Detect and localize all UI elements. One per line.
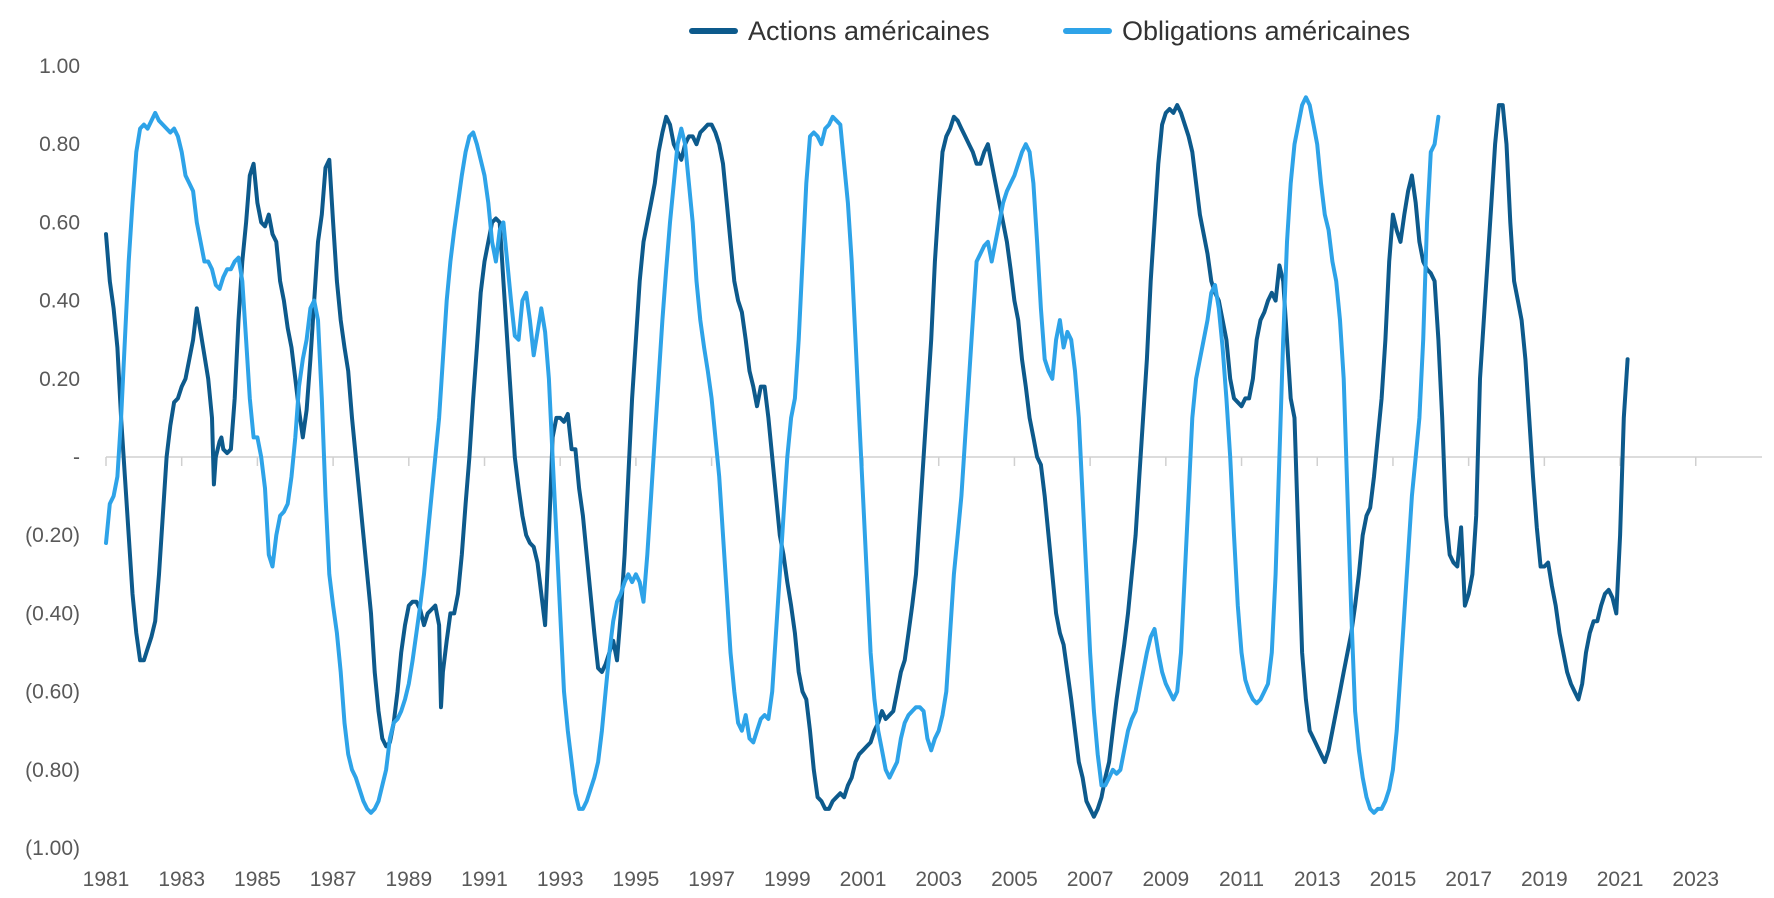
y-axis: 1.00 0.80 0.60 0.40 0.20 - (0.20) (0.40) (0.60) (… <box>25 55 80 860</box>
y-tick-label: (0.20) <box>25 524 80 547</box>
y-tick-label: 0.40 <box>39 290 80 313</box>
x-tick-label: 2009 <box>1142 868 1189 891</box>
legend: Actions américaines Obligations américai… <box>689 16 1410 46</box>
x-tick-label: 1997 <box>688 868 735 891</box>
x-tick-label: 2007 <box>1067 868 1114 891</box>
y-tick-label: 0.60 <box>39 211 80 234</box>
y-tick-label: 0.80 <box>39 133 80 156</box>
x-tick-label: 1985 <box>234 868 281 891</box>
series-layer <box>104 95 1630 819</box>
x-tick-label: 2005 <box>991 868 1038 891</box>
x-tick-label: 1991 <box>461 868 508 891</box>
y-tick-label: (1.00) <box>25 837 80 860</box>
y-tick-label: (0.60) <box>25 681 80 704</box>
y-tick-label: 1.00 <box>39 55 80 78</box>
x-tick-label: 1983 <box>158 868 205 891</box>
series-line-obligations <box>104 95 1441 815</box>
legend-label-actions: Actions américaines <box>748 16 990 46</box>
x-tick-label: 1987 <box>310 868 357 891</box>
x-tick-label: 2017 <box>1445 868 1492 891</box>
legend-label-obligations: Obligations américaines <box>1122 16 1410 46</box>
x-tick-label: 1999 <box>764 868 811 891</box>
x-tick-label: 2015 <box>1370 868 1417 891</box>
x-tick-label: 2011 <box>1219 868 1264 891</box>
x-tick-label: 1995 <box>613 868 660 891</box>
x-tick-label: 2001 <box>840 868 887 891</box>
x-axis: 1981 1983 1985 1987 1989 1991 1993 1995 1997 1999… <box>83 457 1719 891</box>
x-tick-label: 1993 <box>537 868 584 891</box>
y-tick-label: (0.80) <box>25 759 80 782</box>
y-tick-label: - <box>73 446 80 469</box>
y-tick-label: (0.40) <box>25 602 80 625</box>
x-tick-label: 2013 <box>1294 868 1341 891</box>
x-tick-label: 2003 <box>915 868 962 891</box>
x-tick-label: 1989 <box>385 868 432 891</box>
x-tick-label: 2023 <box>1672 868 1719 891</box>
y-tick-label: 0.20 <box>39 368 80 391</box>
series-line-actions <box>104 103 1630 819</box>
x-tick-label: 2019 <box>1521 868 1568 891</box>
x-tick-label: 1981 <box>83 868 130 891</box>
x-tick-label: 2021 <box>1597 868 1644 891</box>
